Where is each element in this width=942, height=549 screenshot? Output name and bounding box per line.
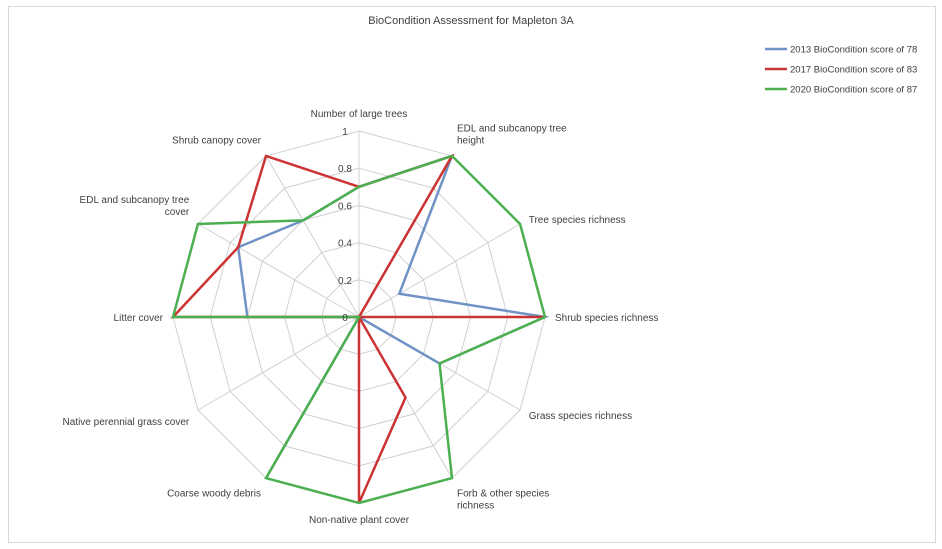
radar-series (170, 153, 550, 505)
category-label: Litter cover (114, 313, 164, 324)
tick-label: 0.4 (338, 239, 352, 250)
category-label: Number of large trees (311, 109, 408, 120)
grid-spoke (265, 155, 360, 318)
series-line-1 (170, 153, 545, 504)
series-line-2 (171, 154, 547, 505)
legend-label: 2017 BioCondition score of 83 (790, 65, 917, 76)
tick-labels: 0 0.2 0.4 0.6 0.8 1 (338, 127, 352, 324)
grid-spoke (197, 316, 360, 411)
category-label: Coarse woody debris (167, 489, 261, 500)
category-label: Forb & other species richness (457, 489, 549, 512)
legend: 2013 BioCondition score of 78 2017 BioCon… (765, 45, 917, 96)
grid-spoke (358, 223, 521, 318)
category-label: Grass species richness (529, 411, 632, 422)
category-label: EDL and subcanopy tree cover (80, 195, 190, 218)
legend-label: 2020 BioCondition score of 87 (790, 85, 917, 96)
legend-label: 2013 BioCondition score of 78 (790, 45, 917, 56)
category-label: Shrub canopy cover (172, 135, 262, 146)
tick-label: 0.8 (338, 164, 352, 175)
tick-label: 1 (342, 127, 348, 138)
category-label: Shrub species richness (555, 313, 658, 324)
chart-title: BioCondition Assessment for Mapleton 3A (368, 15, 574, 27)
tick-label: 0 (342, 313, 348, 324)
tick-label: 0.6 (338, 201, 352, 212)
category-label: Tree species richness (529, 215, 626, 226)
tick-label: 0.2 (338, 276, 352, 287)
category-labels: Number of large trees EDL and subcanopy t… (63, 109, 659, 526)
chart-area (8, 6, 936, 543)
category-label: EDL and subcanopy tree height (457, 123, 567, 146)
category-label: Non-native plant cover (309, 515, 410, 526)
grid-spoke (197, 223, 360, 318)
category-label: Native perennial grass cover (63, 417, 190, 428)
